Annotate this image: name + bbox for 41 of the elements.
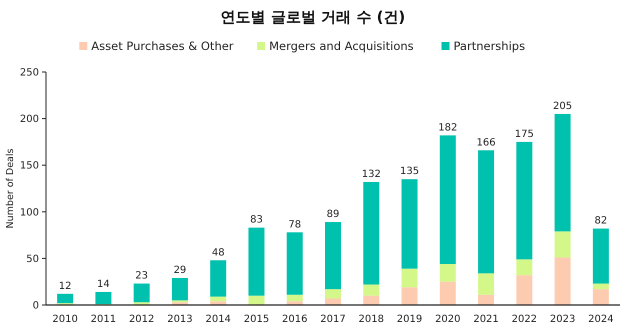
x-tick-label: 2021 (473, 314, 499, 325)
x-tick-label: 2023 (550, 314, 576, 325)
chart-title: 연도별 글로벌 거래 수 (건) (220, 8, 406, 26)
y-axis-title: Number of Deals (5, 148, 16, 228)
total-label: 23 (135, 270, 148, 282)
x-tick-label: 2015 (244, 314, 270, 325)
x-tick-label: 2018 (358, 314, 384, 325)
total-label: 82 (594, 216, 608, 227)
legend-label: Asset Purchases & Other (91, 39, 234, 53)
x-tick-label: 2010 (52, 314, 78, 325)
total-label: 29 (174, 264, 186, 276)
x-tick-label: 2017 (320, 314, 346, 325)
legend-label: Mergers and Acquisitions (269, 39, 414, 53)
total-label: 83 (250, 214, 263, 226)
x-tick-label: 2011 (90, 314, 116, 325)
total-label: 89 (326, 209, 340, 220)
total-label: 205 (553, 100, 572, 112)
y-tick-label: 0 (32, 300, 39, 312)
x-tick-label: 2014 (205, 314, 231, 325)
legend-label: Partnerships (454, 39, 526, 53)
x-tick-label: 2013 (167, 314, 193, 325)
total-label: 135 (400, 166, 420, 178)
y-tick-label: 100 (20, 207, 39, 218)
total-label: 12 (58, 280, 72, 292)
total-label: 182 (438, 122, 458, 134)
total-label: 78 (288, 219, 302, 230)
y-tick-label: 50 (26, 254, 39, 265)
x-tick-label: 2020 (435, 314, 461, 325)
total-label: 175 (514, 128, 534, 140)
total-label: 14 (97, 278, 110, 290)
total-label: 166 (476, 137, 496, 148)
x-tick-label: 2024 (588, 314, 614, 325)
x-tick-label: 2022 (512, 314, 538, 325)
y-tick-label: 200 (20, 114, 39, 126)
y-tick-label: 150 (20, 160, 39, 172)
x-tick-label: 2012 (128, 314, 154, 325)
total-label: 48 (212, 247, 225, 258)
total-label: 132 (362, 168, 381, 180)
y-tick-label: 250 (20, 68, 39, 78)
x-tick-label: 2016 (282, 314, 308, 325)
x-tick-label: 2019 (396, 314, 422, 325)
